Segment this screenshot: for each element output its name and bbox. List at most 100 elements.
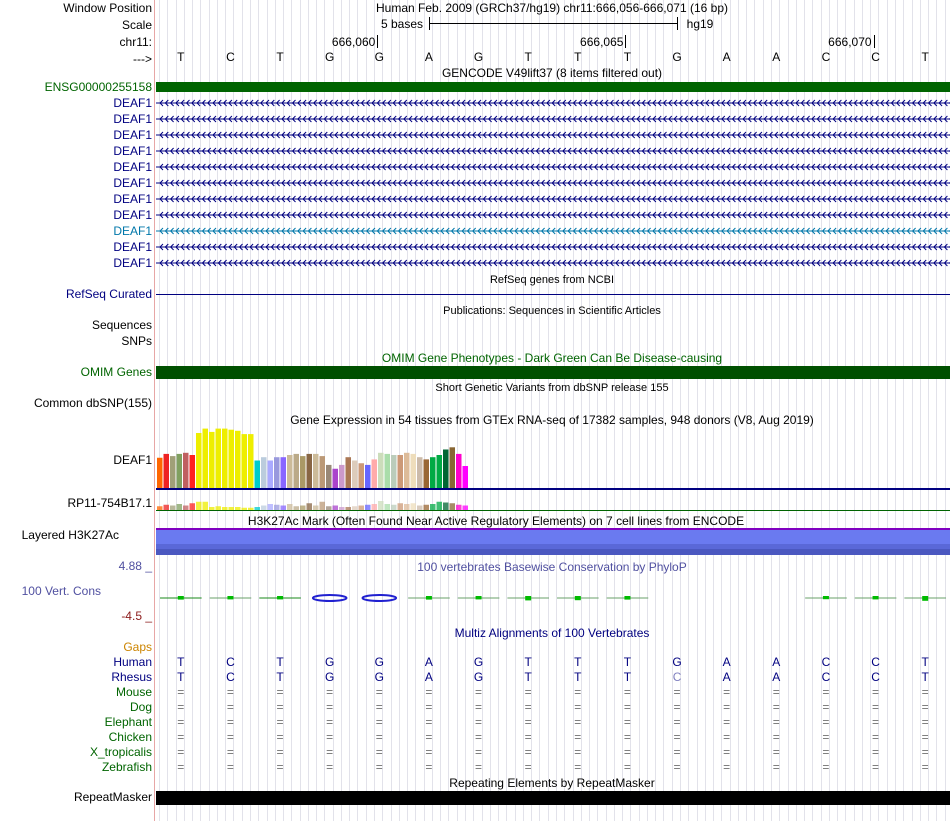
multiz-match-symbol: = [772, 685, 780, 699]
gencode-transcript-label[interactable]: DEAF1 [113, 240, 152, 254]
gtex-rp11-bar [378, 501, 384, 510]
scale-label[interactable]: Scale [121, 18, 152, 32]
omim-genes-label[interactable]: OMIM Genes [80, 365, 152, 379]
multiz-species-label[interactable]: Zebrafish [101, 760, 152, 774]
multiz-species-label[interactable]: Chicken [108, 730, 152, 744]
gencode-transcript-label[interactable]: DEAF1 [113, 256, 152, 270]
gencode-transcript-lines[interactable] [156, 96, 950, 296]
phylop-min-label: -4.5 _ [121, 609, 152, 623]
gtex-deaf1-label[interactable]: DEAF1 [113, 453, 152, 467]
gencode-transcript-label[interactable]: DEAF1 [113, 192, 152, 206]
publications-snps-label[interactable]: SNPs [121, 334, 152, 348]
h3k27ac-signal-layer [156, 549, 950, 555]
gtex-deaf1-baseline [156, 488, 950, 490]
track-image-area[interactable]: Human Feb. 2009 (GRCh37/hg19) chr11:666,… [156, 0, 950, 821]
gtex-deaf1-bar [157, 457, 163, 488]
sequence-base: T [574, 50, 582, 64]
multiz-match-symbol: = [177, 730, 185, 744]
gtex-expression-bars[interactable] [156, 428, 950, 513]
multiz-gaps-label[interactable]: Gaps [123, 640, 152, 654]
grid-line [531, 0, 533, 821]
position-tick-label: 666,065 [580, 35, 624, 49]
grid-line [522, 0, 524, 821]
scale-bar [429, 23, 678, 24]
transcript-strand-arrows [159, 259, 950, 267]
gencode-transcript-label[interactable]: DEAF1 [113, 208, 152, 222]
phylop-signal[interactable] [156, 580, 950, 620]
multiz-species-label[interactable]: X_tropicalis [89, 745, 152, 759]
phylop-conserved-mark [361, 594, 398, 602]
gtex-rp11-bar [274, 504, 280, 510]
grid-line [845, 0, 847, 821]
multiz-species-label[interactable]: Elephant [104, 715, 152, 729]
grid-line [853, 0, 855, 821]
multiz-match-symbol: = [921, 730, 929, 744]
multiz-species-label[interactable]: Human [113, 655, 152, 669]
h3k27ac-label[interactable]: Layered H3K27Ac [21, 528, 119, 542]
grid-line [208, 0, 210, 821]
transcript-strand-arrows [159, 163, 950, 171]
repeatmasker-feature[interactable] [156, 791, 950, 805]
grid-line [622, 0, 624, 821]
gencode-transcript-label[interactable]: DEAF1 [113, 160, 152, 174]
gencode-first-item-label[interactable]: ENSG00000255158 [44, 80, 152, 94]
multiz-match-symbol: = [574, 715, 582, 729]
grid-line [440, 0, 442, 821]
strand-label[interactable]: ---> [133, 52, 152, 66]
gtex-rp11-bar [209, 507, 215, 510]
phylop-label[interactable]: 100 Vert. Cons [21, 584, 101, 598]
gencode-transcript-label[interactable]: DEAF1 [113, 128, 152, 142]
phylop-score-bar [872, 596, 879, 600]
phylop-score-bar [177, 596, 184, 600]
grid-line [307, 0, 309, 821]
gtex-rp11-bar [404, 504, 410, 510]
gencode-ensg-feature[interactable] [156, 82, 950, 92]
multiz-species-label[interactable]: Rhesus [111, 670, 152, 684]
grid-line [349, 0, 351, 821]
refseq-intron-line[interactable] [156, 294, 950, 295]
grid-line [646, 0, 648, 821]
gtex-deaf1-bar [326, 464, 332, 488]
gtex-rp11-bar [456, 504, 462, 510]
transcript-strand-arrows [159, 211, 950, 219]
gencode-transcript-label[interactable]: DEAF1 [113, 176, 152, 190]
gtex-rp11-bar [176, 504, 182, 510]
scale-bar-left-tick [429, 17, 430, 30]
multiz-species-label[interactable]: Dog [129, 700, 152, 714]
gtex-deaf1-bar [183, 452, 189, 488]
gtex-rp11-bar [365, 504, 371, 510]
multiz-match-symbol: = [822, 685, 830, 699]
common-dbsnp-label[interactable]: Common dbSNP(155) [33, 396, 152, 410]
gencode-transcript-label[interactable]: DEAF1 [113, 112, 152, 126]
multiz-match-symbol: = [872, 700, 880, 714]
gtex-deaf1-bar [436, 455, 442, 488]
multiz-match-symbol: = [276, 745, 284, 759]
multiz-match-symbol: = [177, 700, 185, 714]
multiz-match-symbol: = [673, 730, 681, 744]
multiz-rhesus-base: C [672, 670, 682, 684]
publications-sequences-label[interactable]: Sequences [91, 318, 152, 332]
multiz-match-symbol: = [375, 715, 383, 729]
gtex-rp11-bar [235, 507, 241, 510]
h3k27ac-signal-layer [156, 544, 950, 549]
gencode-transcript-label[interactable]: DEAF1 [113, 224, 152, 238]
gtex-deaf1-bar [228, 429, 234, 488]
multiz-match-symbol: = [623, 715, 631, 729]
gencode-transcript-label[interactable]: DEAF1 [113, 144, 152, 158]
multiz-rhesus-base: T [524, 670, 532, 684]
grid-line [225, 0, 227, 821]
gtex-rp11-bar [267, 504, 273, 510]
chrom-label[interactable]: chr11: [119, 35, 152, 49]
grid-line [233, 0, 235, 821]
refseq-curated-label[interactable]: RefSeq Curated [65, 287, 152, 301]
multiz-human-base: T [623, 655, 632, 669]
grid-line [795, 0, 797, 821]
multiz-match-symbol: = [623, 730, 631, 744]
window-position-label[interactable]: Window Position [63, 1, 152, 15]
gencode-transcript-label[interactable]: DEAF1 [113, 96, 152, 110]
grid-line [332, 0, 334, 821]
omim-feature[interactable] [156, 366, 950, 379]
repeatmasker-label[interactable]: RepeatMasker [73, 790, 152, 804]
gtex-rp11-label[interactable]: RP11-754B17.1 [67, 496, 152, 510]
multiz-species-label[interactable]: Mouse [115, 685, 152, 699]
